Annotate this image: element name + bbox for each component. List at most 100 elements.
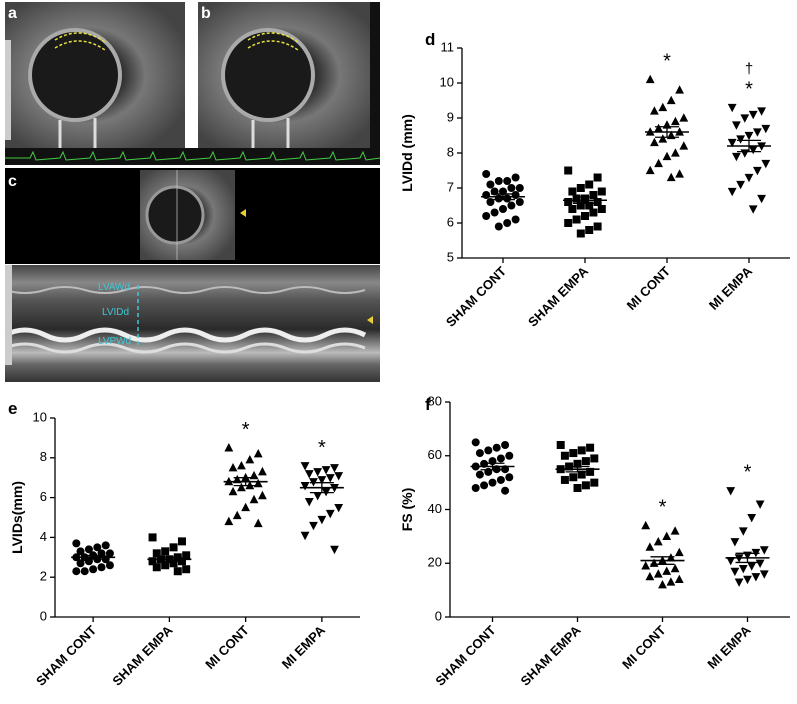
annotation: * xyxy=(744,462,752,484)
dot xyxy=(169,559,178,568)
panel-letter: e xyxy=(8,399,17,418)
dot xyxy=(645,542,655,551)
dot xyxy=(654,123,663,133)
dot xyxy=(572,194,581,203)
dot xyxy=(730,538,740,547)
x-tick-label: MI CONT xyxy=(202,622,251,671)
x-tick-label: MI CONT xyxy=(619,622,668,671)
ultrasound-b: b xyxy=(198,2,380,148)
dot xyxy=(675,85,684,94)
dot xyxy=(93,543,102,552)
y-tick-label: 8 xyxy=(40,449,47,464)
dot xyxy=(564,198,573,206)
dot xyxy=(177,557,186,566)
dot xyxy=(585,201,594,210)
dot xyxy=(732,152,741,162)
dot xyxy=(501,441,510,449)
y-tick-label: 2 xyxy=(40,569,47,584)
dot xyxy=(679,141,689,150)
dot xyxy=(740,114,750,123)
dot xyxy=(258,490,267,500)
dot xyxy=(475,470,484,479)
dot xyxy=(482,212,491,220)
dot xyxy=(72,539,81,548)
dot xyxy=(72,567,81,576)
dot xyxy=(666,95,676,105)
dot xyxy=(736,135,745,144)
x-tick-label: MI EMPA xyxy=(279,622,329,672)
dot xyxy=(666,577,676,586)
ecg-trace xyxy=(5,150,381,161)
dot xyxy=(321,466,331,475)
x-tick-label: SHAM EMPA xyxy=(109,622,176,689)
dot xyxy=(585,226,594,234)
dot xyxy=(304,497,314,507)
sem-bar xyxy=(480,462,505,471)
dot xyxy=(148,557,157,566)
dot xyxy=(330,545,339,555)
dot xyxy=(237,460,246,470)
dot xyxy=(581,481,590,490)
dot xyxy=(494,222,503,231)
dot xyxy=(586,443,595,452)
dot xyxy=(253,518,263,528)
dot xyxy=(505,473,514,482)
dot xyxy=(748,205,758,214)
dot xyxy=(674,547,684,557)
dot xyxy=(748,110,758,120)
dot xyxy=(757,107,766,116)
dot xyxy=(148,533,157,542)
dot xyxy=(649,558,659,567)
dot xyxy=(650,137,659,147)
dot xyxy=(515,198,524,206)
dot xyxy=(511,215,520,224)
y-tick-label: 9 xyxy=(447,109,454,124)
dot xyxy=(593,173,602,182)
dot xyxy=(645,165,655,175)
y-tick-label: 40 xyxy=(428,501,442,516)
dot xyxy=(761,159,771,169)
dot xyxy=(480,481,489,490)
dot xyxy=(645,74,655,84)
dot xyxy=(258,466,267,476)
dot xyxy=(753,128,762,137)
dot xyxy=(670,563,680,573)
dot xyxy=(503,194,512,203)
dot xyxy=(748,145,758,155)
dot xyxy=(482,191,491,199)
dot xyxy=(97,563,106,572)
dot xyxy=(641,520,651,530)
x-tick-label: SHAM EMPA xyxy=(518,622,585,689)
dot xyxy=(738,527,748,536)
panel-letter: c xyxy=(8,173,17,190)
dot xyxy=(89,565,98,574)
y-tick-label: 0 xyxy=(435,608,442,623)
dot xyxy=(753,166,762,176)
dot xyxy=(560,451,569,460)
dot xyxy=(482,170,491,178)
dot xyxy=(569,449,578,458)
dot xyxy=(182,551,191,560)
dot xyxy=(564,166,573,175)
x-tick-label: SHAM EMPA xyxy=(525,263,592,330)
dot xyxy=(590,454,599,463)
dot xyxy=(177,537,186,546)
dot xyxy=(671,148,680,157)
y-tick-label: 5 xyxy=(447,249,454,264)
y-tick-label: 20 xyxy=(428,555,442,570)
dot xyxy=(182,565,191,574)
mmode-label: LVAWd xyxy=(98,282,130,293)
dot xyxy=(581,212,589,220)
sem-bar xyxy=(655,126,679,138)
dot xyxy=(743,575,752,585)
dot xyxy=(662,566,672,575)
dot xyxy=(581,457,590,466)
dot xyxy=(471,438,480,447)
dot xyxy=(325,474,335,483)
dot xyxy=(662,531,672,540)
dot xyxy=(152,549,161,558)
dot xyxy=(232,510,242,520)
y-tick-label: 6 xyxy=(447,214,454,229)
dot xyxy=(755,500,765,509)
